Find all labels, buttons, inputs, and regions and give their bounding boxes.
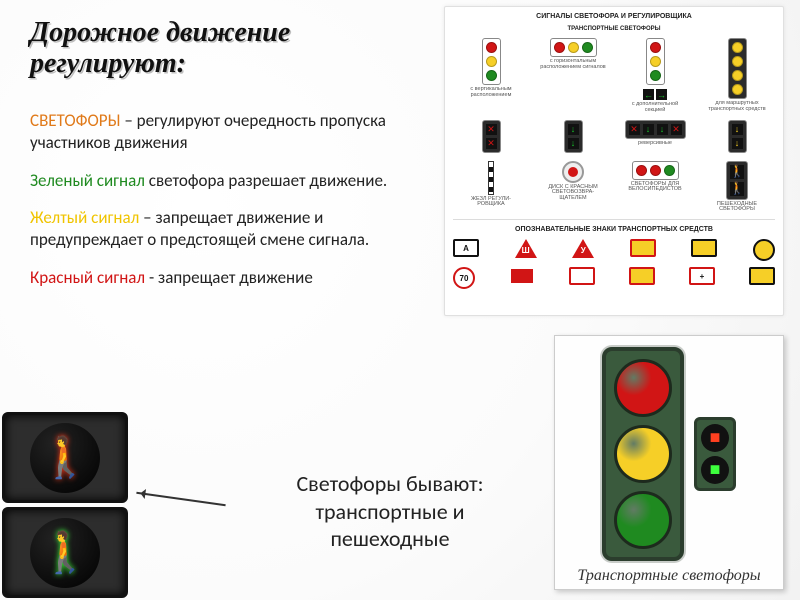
transport-caption: Транспортные светофоры bbox=[577, 563, 760, 585]
slide: Дорожное движение регулируют: СВЕТОФОРЫ … bbox=[0, 0, 800, 600]
lead-green: Зеленый сигнал bbox=[30, 170, 145, 191]
mini-ped-red-icon: ■ bbox=[701, 424, 729, 452]
types-line-2: транспортные и bbox=[230, 498, 550, 526]
pedestrian-traffic-light: 🚶 🚶 bbox=[0, 410, 130, 600]
transport-traffic-light-card: ■ ■ Транспортные светофоры bbox=[554, 335, 784, 590]
arrow-left-icon bbox=[136, 492, 225, 507]
para-red-rest: - запрещает движение bbox=[145, 267, 313, 288]
mini-pedestrian-light: ■ ■ bbox=[694, 417, 736, 491]
yellow-lamp bbox=[614, 425, 672, 483]
slide-title: Дорожное движение регулируют: bbox=[30, 18, 290, 80]
ped-green-section: 🚶 bbox=[2, 507, 128, 598]
ped-red-section: 🚶 bbox=[2, 412, 128, 503]
para-intro: СВЕТОФОРЫ – регулируют очередность пропу… bbox=[30, 110, 410, 154]
title-line-1: Дорожное движение bbox=[30, 18, 290, 49]
types-line-3: пешеходные bbox=[230, 525, 550, 553]
ped-green-lens: 🚶 bbox=[30, 518, 100, 588]
ped-red-lens: 🚶 bbox=[30, 423, 100, 493]
green-lamp bbox=[614, 491, 672, 549]
types-line-1: Светофоры бывают: bbox=[230, 470, 550, 498]
lead-svetofory: СВЕТОФОРЫ bbox=[30, 110, 121, 131]
para-green-rest: светофора разрешает движение. bbox=[145, 170, 387, 191]
lead-yellow: Желтый сигнал bbox=[30, 207, 139, 228]
lead-red: Красный сигнал bbox=[30, 267, 145, 288]
text-column: СВЕТОФОРЫ – регулируют очередность пропу… bbox=[30, 110, 410, 305]
para-yellow: Желтый сигнал – запрещает движение и пре… bbox=[30, 207, 410, 251]
red-lamp bbox=[614, 359, 672, 417]
title-line-2: регулируют: bbox=[30, 49, 290, 80]
transport-traffic-light bbox=[602, 347, 684, 561]
standing-figure-icon: 🚶 bbox=[40, 434, 90, 481]
types-caption: Светофоры бывают: транспортные и пешеход… bbox=[230, 470, 550, 553]
walking-figure-icon: 🚶 bbox=[40, 529, 90, 576]
reference-chart: СИГНАЛЫ СВЕТОФОРА И РЕГУЛИРОВЩИКАТРАНСПО… bbox=[444, 6, 784, 316]
para-green: Зеленый сигнал светофора разрешает движе… bbox=[30, 170, 410, 192]
transport-body-wrap: ■ ■ bbox=[602, 344, 736, 563]
mini-ped-green-icon: ■ bbox=[701, 456, 729, 484]
para-red: Красный сигнал - запрещает движение bbox=[30, 267, 410, 289]
